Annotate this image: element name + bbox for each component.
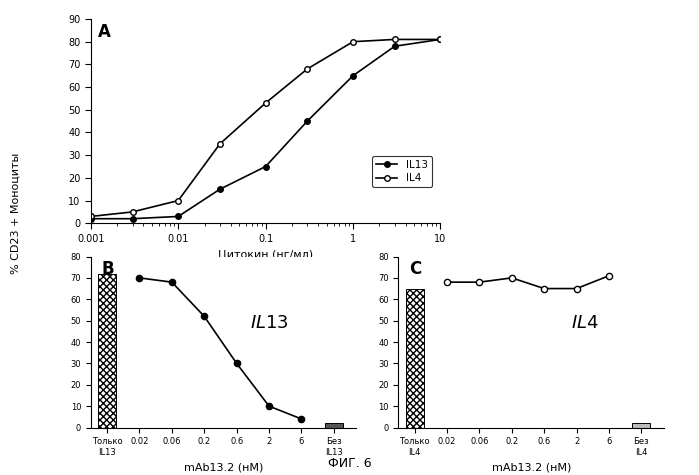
IL4 <box>436 37 445 42</box>
IL13 <box>349 73 357 78</box>
IL13 <box>303 118 312 124</box>
Text: B: B <box>101 260 114 278</box>
IL4 <box>87 214 95 219</box>
IL13 <box>129 216 137 221</box>
IL4 <box>129 209 137 215</box>
X-axis label: mAb13.2 (нМ): mAb13.2 (нМ) <box>491 462 571 472</box>
Text: C: C <box>409 260 421 278</box>
Text: % CD23 + Моноциты: % CD23 + Моноциты <box>10 153 20 275</box>
IL13 <box>174 214 182 219</box>
Bar <box>325 423 343 428</box>
IL4 <box>349 39 357 45</box>
X-axis label: Цитокин (нг/мл): Цитокин (нг/мл) <box>218 249 313 259</box>
Bar <box>98 274 116 428</box>
Legend: IL13, IL4: IL13, IL4 <box>372 156 432 188</box>
IL4 <box>261 100 270 106</box>
Bar <box>633 423 650 428</box>
Text: $\mathit{IL4}$: $\mathit{IL4}$ <box>571 314 599 332</box>
IL4 <box>216 141 224 147</box>
Text: A: A <box>98 23 110 41</box>
IL13 <box>436 37 445 42</box>
IL4 <box>174 198 182 203</box>
Text: ФИГ. 6: ФИГ. 6 <box>328 457 371 470</box>
Text: $\mathit{IL13}$: $\mathit{IL13}$ <box>250 314 289 332</box>
IL13 <box>391 43 399 49</box>
Line: IL13: IL13 <box>88 37 443 221</box>
IL13 <box>261 164 270 170</box>
Bar <box>405 289 424 428</box>
IL13 <box>87 216 95 221</box>
X-axis label: mAb13.2 (нМ): mAb13.2 (нМ) <box>184 462 264 472</box>
Line: IL4: IL4 <box>88 37 443 219</box>
IL4 <box>303 66 312 72</box>
IL4 <box>391 37 399 42</box>
IL13 <box>216 186 224 192</box>
